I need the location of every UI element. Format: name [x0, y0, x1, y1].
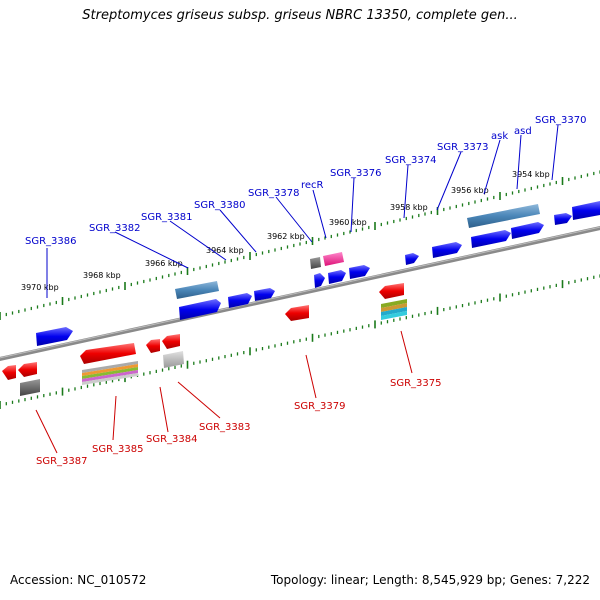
tick-labels: 3970 kbp 3968 kbp 3966 kbp 3964 kbp 3962… — [21, 170, 550, 292]
gene-label[interactable]: SGR_3382 — [89, 223, 141, 234]
tick-label: 3966 kbp — [145, 259, 183, 268]
gene-arrow-forward[interactable] — [572, 201, 600, 220]
gene-arrow-reverse[interactable] — [18, 362, 37, 377]
gene-label[interactable]: asd — [514, 126, 532, 137]
reverse-genes — [2, 283, 407, 396]
accession-text: Accession: NC_010572 — [10, 573, 147, 587]
pseudo-gene-block[interactable] — [20, 379, 40, 396]
rrna-block[interactable] — [175, 281, 219, 299]
rna-stack[interactable] — [381, 299, 407, 320]
gene-arrow-forward[interactable] — [511, 222, 544, 239]
pseudo-gene-block[interactable] — [310, 257, 321, 269]
genome-backbone — [0, 226, 600, 361]
gene-arrow-forward[interactable] — [328, 270, 346, 284]
tick-label: 3962 kbp — [267, 232, 305, 241]
trna-block[interactable] — [323, 252, 344, 266]
gene-arrow-forward[interactable] — [405, 253, 419, 265]
gene-arrow-forward[interactable] — [471, 230, 511, 248]
gene-label[interactable]: SGR_3375 — [390, 378, 442, 389]
gene-arrow-reverse[interactable] — [379, 283, 404, 299]
tick-label: 3970 kbp — [21, 283, 59, 292]
pseudo-gene-block[interactable] — [163, 351, 184, 368]
tick-label: 3954 kbp — [512, 170, 550, 179]
gene-label[interactable]: SGR_3380 — [194, 200, 246, 211]
gene-arrow-forward[interactable] — [36, 327, 73, 346]
gene-label[interactable]: recR — [301, 180, 324, 191]
tick-label: 3958 kbp — [390, 203, 428, 212]
gene-arrow-reverse[interactable] — [80, 343, 136, 364]
gene-arrow-forward[interactable] — [254, 288, 275, 301]
gene-label[interactable]: SGR_3373 — [437, 142, 489, 153]
gene-label[interactable]: SGR_3381 — [141, 212, 193, 223]
gene-label[interactable]: SGR_3386 — [25, 236, 77, 247]
genome-title: Streptomyces griseus subsp. griseus NBRC… — [82, 8, 518, 23]
gene-arrow-forward[interactable] — [314, 273, 325, 288]
gene-arrow-forward[interactable] — [349, 265, 370, 279]
rna-stack[interactable] — [82, 361, 138, 385]
gene-label[interactable]: SGR_3387 — [36, 456, 88, 467]
reverse-gene-labels: SGR_3387 SGR_3385 SGR_3384 SGR_3383 SGR_… — [36, 378, 442, 467]
gene-label[interactable]: ask — [491, 131, 508, 142]
gene-label[interactable]: SGR_3385 — [92, 444, 144, 455]
genome-backbone-highlight — [0, 226, 600, 359]
gene-label[interactable]: SGR_3370 — [535, 115, 587, 126]
tick-label: 3956 kbp — [451, 186, 489, 195]
gene-arrow-forward[interactable] — [554, 213, 572, 225]
gene-label[interactable]: SGR_3376 — [330, 168, 382, 179]
top-tick-track — [0, 170, 600, 320]
gene-arrow-reverse[interactable] — [162, 334, 180, 349]
tick-label: 3968 kbp — [83, 271, 121, 280]
forward-genes — [36, 201, 600, 346]
gene-label[interactable]: SGR_3374 — [385, 155, 437, 166]
gene-label[interactable]: SGR_3378 — [248, 188, 300, 199]
tick-label: 3960 kbp — [329, 218, 367, 227]
rrna-block[interactable] — [467, 204, 540, 228]
forward-gene-labels: SGR_3386 SGR_3382 SGR_3381 SGR_3380 SGR_… — [25, 115, 587, 247]
gene-arrow-forward[interactable] — [179, 299, 221, 320]
genome-summary-text: Topology: linear; Length: 8,545,929 bp; … — [270, 573, 590, 587]
tick-label: 3964 kbp — [206, 246, 244, 255]
gene-label[interactable]: SGR_3383 — [199, 422, 251, 433]
gene-arrow-reverse[interactable] — [146, 339, 160, 353]
gene-arrow-reverse[interactable] — [2, 365, 16, 380]
gene-arrow-forward[interactable] — [432, 242, 462, 258]
gene-label[interactable]: SGR_3379 — [294, 401, 346, 412]
label-connectors — [35, 124, 559, 454]
gene-arrow-forward[interactable] — [228, 293, 252, 308]
gene-arrow-reverse[interactable] — [285, 305, 309, 321]
gene-label[interactable]: SGR_3384 — [146, 434, 198, 445]
